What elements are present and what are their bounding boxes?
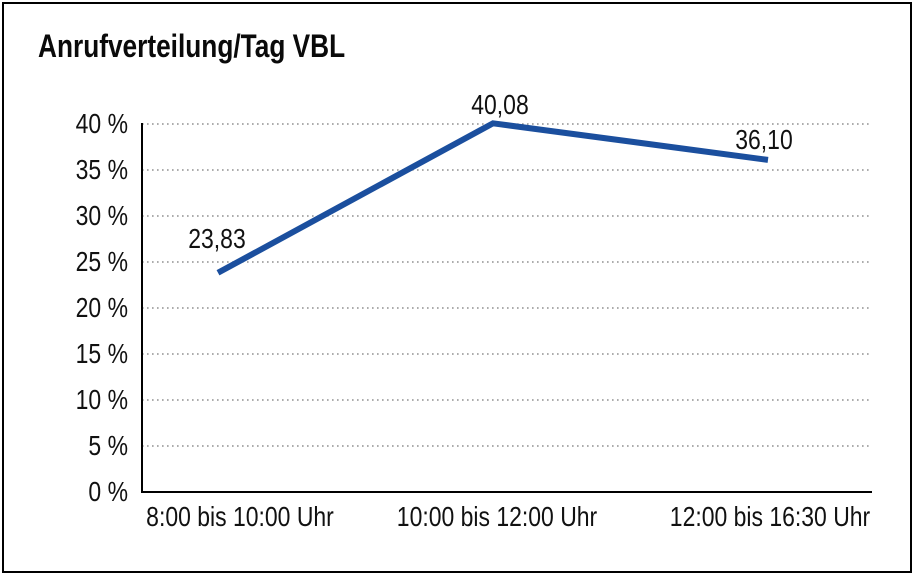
- y-tick-label-40: 40 %: [75, 108, 128, 139]
- y-tick-label-35: 35 %: [75, 154, 128, 185]
- y-tick-label-25: 25 %: [75, 246, 128, 277]
- x-category-label-2: 10:00 bis 12:00 Uhr: [396, 501, 598, 532]
- y-tick-label-10: 10 %: [75, 384, 128, 415]
- data-label-3: 36,10: [735, 124, 793, 155]
- chart-title: Anrufverteilung/Tag VBL: [38, 28, 346, 64]
- y-tick-label-15: 15 %: [75, 338, 128, 369]
- y-tick-label-20: 20 %: [75, 292, 128, 323]
- data-label-2: 40,08: [471, 89, 529, 120]
- x-category-label-3: 12:00 bis 16:30 Uhr: [669, 501, 871, 532]
- y-tick-label-5: 5 %: [88, 430, 128, 461]
- x-category-label-1: 8:00 bis 10:00 Uhr: [146, 501, 334, 532]
- data-line: [216, 120, 769, 276]
- data-label-1: 23,83: [188, 223, 246, 254]
- y-tick-label-30: 30 %: [75, 200, 128, 231]
- y-tick-label-0: 0 %: [88, 476, 128, 507]
